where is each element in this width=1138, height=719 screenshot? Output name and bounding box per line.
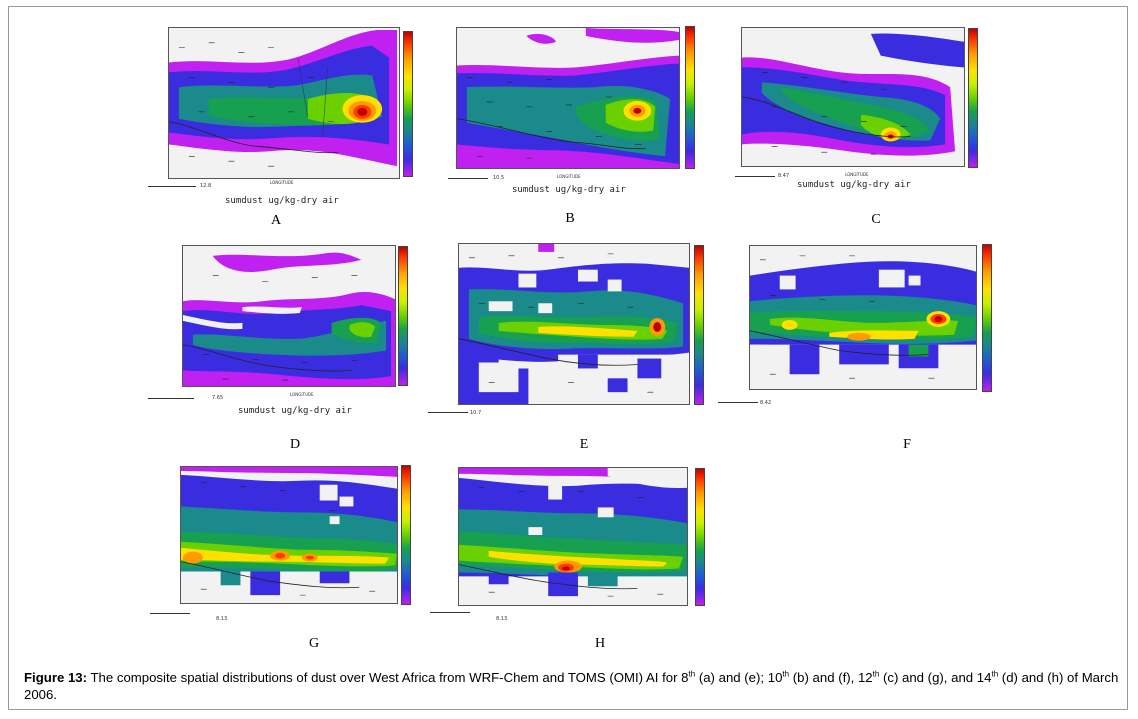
scale-value-c: 8.47	[778, 173, 790, 179]
caption-sup-3: th	[872, 669, 880, 679]
caption-text-2: (a) and (e); 10	[695, 670, 783, 685]
scale-value-b: 10.5	[493, 175, 505, 181]
colorbar-d	[398, 246, 408, 386]
dust-field-h	[459, 468, 687, 605]
map-h	[458, 467, 688, 606]
caption-text-4: (c) and (g), and 14	[879, 670, 992, 685]
caption-figure-number: Figure 13:	[24, 670, 88, 685]
colorbar-b	[685, 26, 695, 169]
scale-value-e: 10.7	[470, 410, 482, 416]
caption-text-5: (d) and (h) of March 2006.	[24, 670, 1119, 702]
panel-label-a: A	[270, 213, 282, 228]
dust-field-d	[183, 246, 395, 386]
panel-label-b: B	[565, 211, 575, 226]
reference-vector-c	[735, 176, 775, 177]
caption-text-3: (b) and (f), 12	[789, 670, 873, 685]
xaxis-label-a: LONGITUDE	[270, 180, 294, 185]
scale-value-h: 8.13	[496, 616, 508, 622]
panel-label-g: G	[308, 636, 320, 651]
colorbar-h	[695, 468, 705, 606]
scale-value-f: 8.42	[760, 400, 772, 406]
colorbar-a	[403, 31, 413, 177]
colorbar-c	[968, 28, 978, 168]
map-e	[458, 243, 690, 405]
reference-vector-g	[150, 613, 190, 614]
map-g	[180, 466, 398, 604]
dust-field-f	[750, 246, 976, 389]
map-f	[749, 245, 977, 390]
panel-label-d: D	[289, 437, 301, 452]
caption-sup-2: th	[782, 669, 790, 679]
units-b: sumdust ug/kg-dry air	[512, 185, 626, 195]
xaxis-label-b: LONGITUDE	[557, 174, 581, 179]
map-d	[182, 245, 396, 387]
units-d: sumdust ug/kg-dry air	[238, 406, 352, 416]
map-c	[741, 27, 965, 167]
xaxis-label-c: LONGITUDE	[845, 172, 869, 177]
map-b	[456, 27, 680, 169]
scale-value-g: 8.13	[216, 616, 228, 622]
dust-field-c	[742, 28, 964, 166]
reference-vector-b	[448, 178, 488, 179]
colorbar-e	[694, 245, 704, 405]
panel-label-f: F	[903, 437, 911, 452]
reference-vector-h	[430, 612, 470, 613]
panel-label-e: E	[579, 437, 589, 452]
panel-label-h: H	[594, 636, 606, 651]
reference-vector-e	[428, 412, 468, 413]
dust-field-e	[459, 244, 689, 404]
reference-vector-d	[148, 398, 194, 399]
figure-caption: Figure 13: The composite spatial distrib…	[24, 669, 1119, 703]
dust-field-a	[169, 28, 398, 178]
scale-value-a: 12.8	[200, 183, 212, 189]
colorbar-g	[401, 465, 411, 605]
units-c: sumdust ug/kg-dry air	[797, 180, 911, 190]
colorbar-f	[982, 244, 992, 392]
panel-label-c: C	[871, 212, 881, 227]
caption-sup-4: th	[991, 669, 999, 679]
map-a	[168, 27, 400, 179]
caption-text-1: The composite spatial distributions of d…	[87, 670, 689, 685]
dust-field-b	[457, 28, 679, 168]
xaxis-label-d: LONGITUDE	[290, 392, 314, 397]
figure-frame	[8, 6, 1128, 710]
dust-field-g	[181, 467, 397, 603]
units-a: sumdust ug/kg-dry air	[225, 196, 339, 206]
reference-vector-f	[718, 402, 758, 403]
caption-sup-1: th	[688, 669, 696, 679]
scale-value-d: 7.65	[212, 395, 224, 401]
reference-vector-a	[148, 186, 196, 187]
